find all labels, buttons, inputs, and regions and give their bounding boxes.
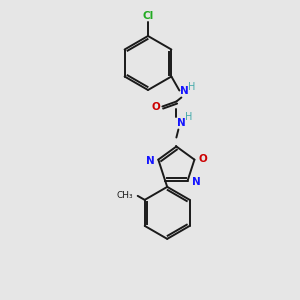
Text: Cl: Cl — [142, 11, 154, 21]
Text: N: N — [192, 177, 200, 187]
Text: CH₃: CH₃ — [116, 191, 133, 200]
Text: H: H — [188, 82, 196, 92]
Text: N: N — [177, 118, 186, 128]
Text: H: H — [185, 112, 193, 122]
Text: N: N — [180, 86, 189, 97]
Text: O: O — [199, 154, 207, 164]
Text: O: O — [151, 101, 160, 112]
Text: N: N — [146, 156, 154, 166]
